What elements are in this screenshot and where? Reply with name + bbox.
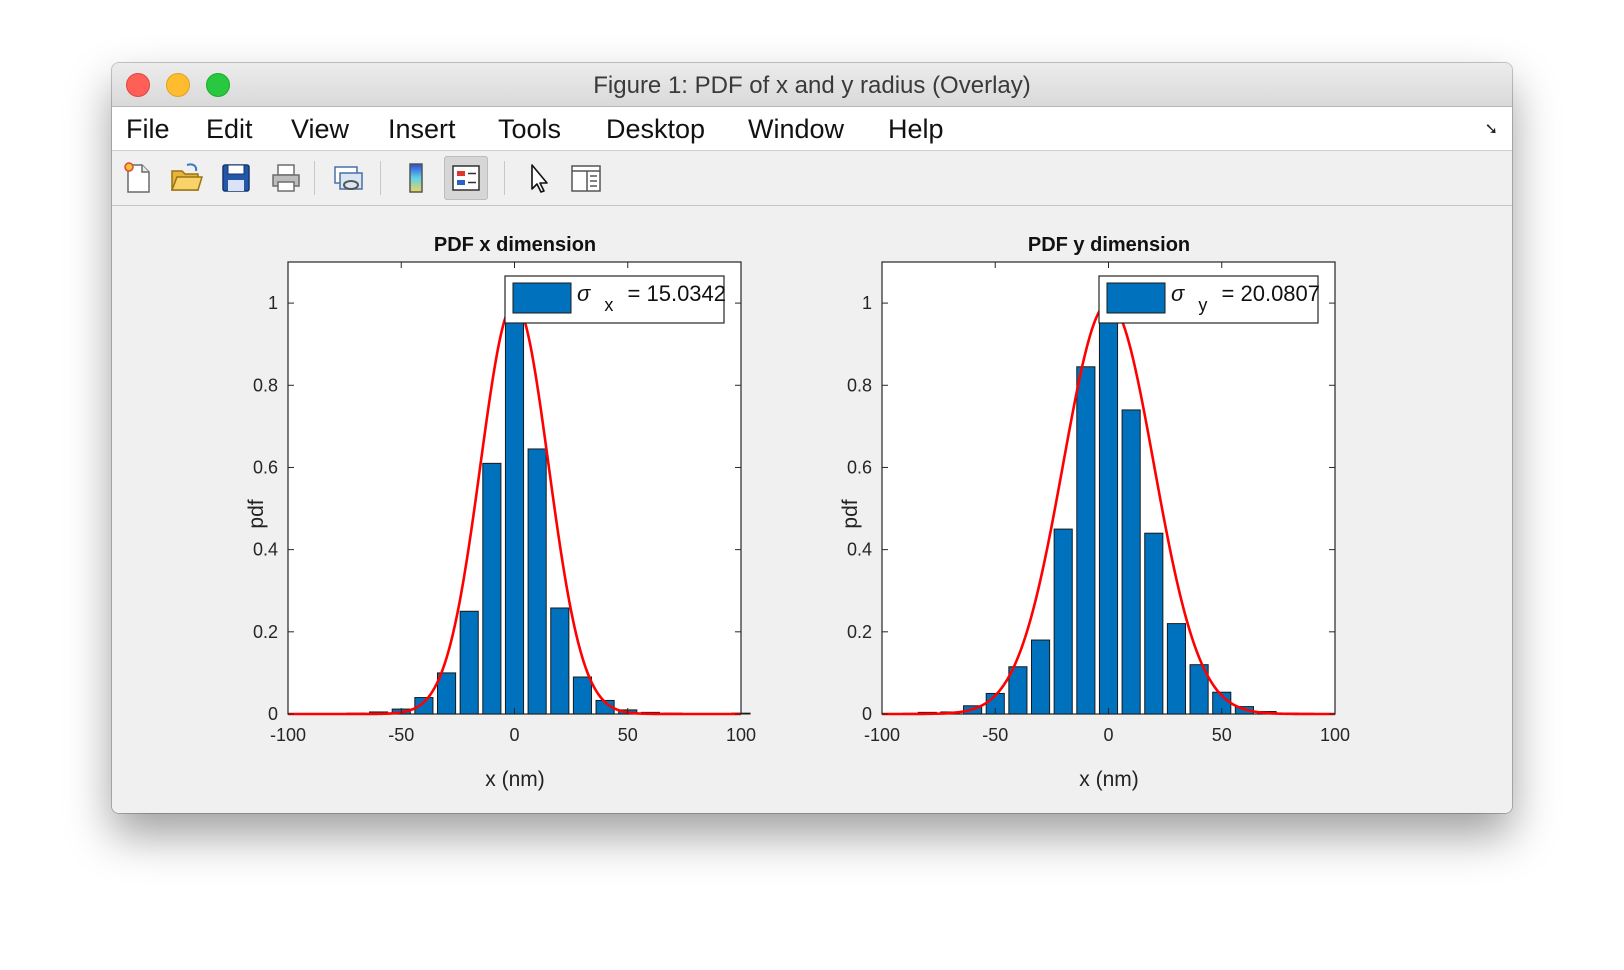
histogram-bar xyxy=(550,607,570,715)
property-inspector-icon[interactable] xyxy=(564,156,608,200)
histogram-bar xyxy=(1144,532,1164,715)
histogram-bar xyxy=(504,302,525,715)
zoom-window-button[interactable] xyxy=(206,73,230,97)
legend-box xyxy=(1098,275,1319,324)
y-tick-label: 1 xyxy=(268,293,278,313)
x-tick-label: 0 xyxy=(1103,725,1113,745)
legend-symbol: σ xyxy=(577,281,591,306)
histogram-bar xyxy=(1076,366,1096,715)
histogram-bar xyxy=(1166,623,1187,715)
histogram-bar xyxy=(1098,302,1119,715)
toolbar-separator xyxy=(380,161,381,195)
histogram-bar xyxy=(1121,409,1141,715)
histogram-bar xyxy=(1030,639,1051,715)
histogram-bar xyxy=(1189,664,1209,715)
histogram-bar xyxy=(527,448,547,715)
legend[interactable]: σ y = 20.0807 xyxy=(1098,275,1320,324)
y-tick-label: 0.6 xyxy=(847,457,872,477)
y-tick-label: 0 xyxy=(862,704,872,724)
title-bar[interactable]: Figure 1: PDF of x and y radius (Overlay… xyxy=(112,63,1512,107)
histogram-bars xyxy=(346,302,751,715)
minimize-window-button[interactable] xyxy=(166,73,190,97)
legend-label: σ y = 20.0807 xyxy=(1171,281,1320,316)
y-tick-label: 0.2 xyxy=(847,622,872,642)
x-tick-label: 50 xyxy=(618,725,638,745)
histogram-bar xyxy=(1053,528,1073,715)
y-tick-label: 0.2 xyxy=(253,622,278,642)
y-tick-label: 1 xyxy=(862,293,872,313)
legend-symbol: σ xyxy=(1171,281,1185,306)
legend-icon[interactable] xyxy=(444,156,488,200)
window-title: Figure 1: PDF of x and y radius (Overlay… xyxy=(593,72,1031,99)
histogram-bar xyxy=(459,610,479,715)
x-tick-label: -50 xyxy=(982,725,1008,745)
histogram-bar xyxy=(572,676,593,715)
axis-ticks: -100 -50 0 50 100 0 0.2 0.4 0.6 0.8 1 xyxy=(253,262,756,745)
print-icon[interactable] xyxy=(264,156,308,200)
y-tick-label: 0.8 xyxy=(847,375,872,395)
y-tick-label: 0.4 xyxy=(847,540,872,560)
histogram-bar xyxy=(414,697,434,715)
x-tick-label: -100 xyxy=(864,725,900,745)
toolbar-separator xyxy=(504,161,505,195)
menu-bar: File Edit View Insert Tools Desktop Wind… xyxy=(112,107,1512,151)
menu-insert[interactable]: Insert xyxy=(388,114,456,144)
legend-subscript: y xyxy=(1198,295,1207,315)
x-tick-label: 100 xyxy=(1320,725,1350,745)
histogram-bar xyxy=(436,672,457,715)
axes-pdf-y[interactable]: PDF y dimension pdf x (nm) -100 -50 0 50 100… xyxy=(794,206,1394,813)
figure-canvas: PDF x dimension pdf x (nm) -100 -50 0 50 100… xyxy=(112,206,1512,813)
menu-desktop[interactable]: Desktop xyxy=(606,114,706,144)
legend-subscript: x xyxy=(604,295,613,315)
y-tick-label: 0 xyxy=(268,704,278,724)
colorbar-icon[interactable] xyxy=(394,156,438,200)
menu-file[interactable]: File xyxy=(126,114,170,144)
open-file-icon[interactable] xyxy=(164,156,208,200)
legend-label: σ x = 15.0342 xyxy=(577,281,726,316)
pointer-icon[interactable] xyxy=(516,156,560,200)
menu-help[interactable]: Help xyxy=(888,114,944,144)
figure-toolbar xyxy=(112,151,1512,206)
histogram-bars xyxy=(895,302,1322,715)
legend-swatch xyxy=(1106,282,1166,314)
dock-arrow-icon[interactable]: ➘ xyxy=(1484,121,1498,138)
menu-tools[interactable]: Tools xyxy=(498,114,562,144)
menu-view[interactable]: View xyxy=(291,114,350,144)
save-icon[interactable] xyxy=(214,156,258,200)
plot-title: PDF x dimension xyxy=(434,234,596,256)
x-axis-label: x (nm) xyxy=(485,768,545,791)
x-axis-label: x (nm) xyxy=(1079,768,1139,791)
legend-value: = 20.0807 xyxy=(1222,281,1320,306)
new-figure-icon[interactable] xyxy=(116,156,160,200)
legend[interactable]: σ x = 15.0342 xyxy=(504,275,726,324)
menu-edit[interactable]: Edit xyxy=(206,114,253,144)
y-axis-label: pdf xyxy=(245,499,268,528)
plot-title: PDF y dimension xyxy=(1028,234,1190,256)
x-tick-label: 100 xyxy=(726,725,756,745)
link-plot-icon[interactable] xyxy=(326,156,370,200)
axes-pdf-x[interactable]: PDF x dimension pdf x (nm) -100 -50 0 50 100… xyxy=(200,206,800,813)
y-tick-label: 0.6 xyxy=(253,457,278,477)
figure-window: Figure 1: PDF of x and y radius (Overlay… xyxy=(112,63,1512,813)
close-window-button[interactable] xyxy=(126,73,150,97)
menu-window[interactable]: Window xyxy=(748,114,845,144)
histogram-bar xyxy=(482,462,502,715)
histogram-bar xyxy=(1008,666,1028,715)
toolbar-separator xyxy=(314,161,315,195)
y-tick-label: 0.4 xyxy=(253,540,278,560)
axis-ticks: -100 -50 0 50 100 0 0.2 0.4 0.6 0.8 1 xyxy=(847,262,1350,745)
y-axis-label: pdf xyxy=(839,499,862,528)
x-tick-label: 0 xyxy=(509,725,519,745)
x-tick-label: -50 xyxy=(388,725,414,745)
legend-value: = 15.0342 xyxy=(628,281,726,306)
x-tick-label: -100 xyxy=(270,725,306,745)
x-tick-label: 50 xyxy=(1212,725,1232,745)
y-tick-label: 0.8 xyxy=(253,375,278,395)
legend-swatch xyxy=(512,282,572,314)
